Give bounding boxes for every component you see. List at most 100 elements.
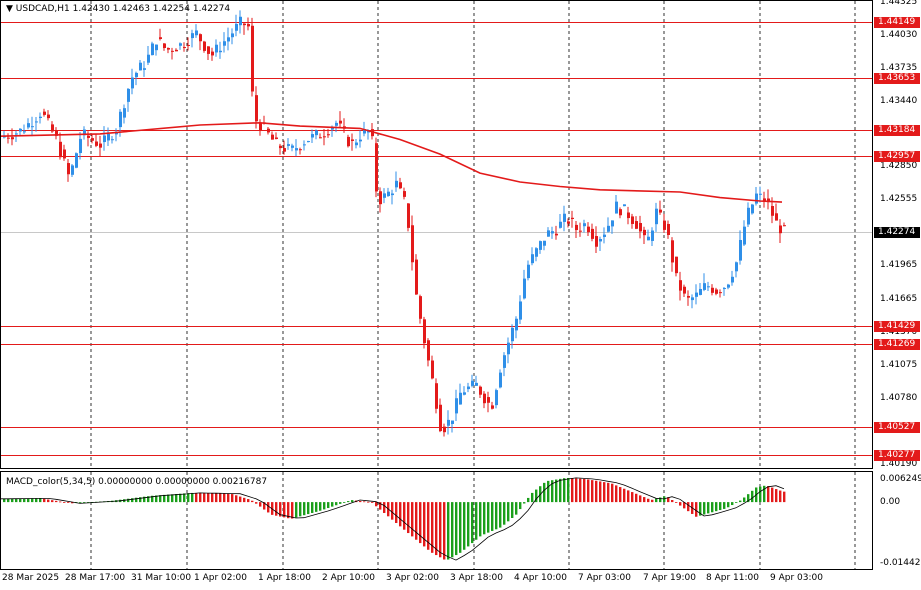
candle-body — [451, 420, 454, 424]
chart-title: ▼ USDCAD,H1 1.42430 1.42463 1.42254 1.42… — [6, 4, 230, 15]
candle-body — [427, 340, 430, 361]
candle-body — [491, 405, 494, 409]
candle-body — [555, 233, 558, 236]
candle-body — [87, 135, 90, 138]
macd-bar — [571, 478, 574, 503]
time-tick-label: 1 Apr 18:00 — [258, 573, 311, 583]
candle-body — [663, 220, 666, 230]
candle-body — [351, 139, 354, 142]
macd-title: MACD_color(5,34,5) 0.00000000 0.00000000… — [6, 477, 268, 487]
macd-bar — [767, 486, 770, 503]
candle-body — [75, 153, 78, 168]
macd-bar — [223, 493, 226, 503]
macd-bar — [419, 502, 422, 544]
macd-bar — [555, 479, 558, 503]
macd-bar — [579, 478, 582, 503]
macd-bar — [547, 480, 550, 503]
macd-bar — [331, 502, 334, 507]
candle-body — [743, 226, 746, 245]
candle-body — [123, 108, 126, 118]
level-price-tag[interactable]: 1.40277 — [874, 449, 920, 461]
macd-bar — [195, 493, 198, 503]
candle-body — [635, 221, 638, 229]
candle-body — [395, 180, 398, 188]
candle-body — [519, 301, 522, 320]
macd-bar — [775, 489, 778, 503]
candle-body — [279, 145, 282, 149]
candle-body — [11, 137, 14, 140]
macd-bar — [135, 497, 138, 503]
price-tick-label: 1.42850 — [880, 161, 918, 172]
candle-body — [91, 138, 94, 141]
level-price-tag[interactable]: 1.41269 — [874, 339, 920, 351]
candle-body — [323, 136, 326, 138]
macd-bar — [407, 502, 410, 534]
macd-bar — [543, 482, 546, 503]
candle-body — [651, 230, 654, 241]
macd-bar — [507, 502, 510, 522]
candle-body — [239, 16, 242, 26]
level-price-tag[interactable]: 1.40527 — [874, 421, 920, 433]
candle-body — [499, 372, 502, 388]
candle-body — [43, 111, 46, 115]
level-price-tag[interactable]: 1.41429 — [874, 321, 920, 333]
candle-body — [487, 397, 490, 403]
candle-body — [315, 130, 318, 136]
time-tick-label: 3 Apr 18:00 — [450, 573, 503, 583]
candle-body — [623, 204, 626, 207]
macd-bar — [147, 496, 150, 503]
candle-body — [71, 165, 74, 175]
macd-bar — [627, 490, 630, 503]
candle-body — [95, 141, 98, 146]
price-tick-label: 1.44030 — [880, 29, 918, 40]
candle-body — [759, 193, 762, 195]
candle-body — [435, 383, 438, 409]
time-tick-label: 7 Apr 19:00 — [643, 573, 696, 583]
macd-bar — [515, 502, 518, 515]
macd-bar — [363, 501, 366, 503]
macd-bar — [283, 502, 286, 518]
candle-body — [51, 124, 54, 132]
level-price-tag[interactable]: 1.42957 — [874, 150, 920, 162]
dropdown-arrow-icon[interactable]: ▼ — [6, 4, 13, 14]
macd-bar — [551, 480, 554, 503]
horizontal-levels[interactable] — [0, 22, 872, 456]
candle-body — [387, 191, 390, 197]
level-price-tag[interactable]: 1.43184 — [874, 125, 920, 137]
macd-bar — [279, 502, 282, 517]
macd-bar — [567, 477, 570, 503]
macd-bar — [47, 499, 50, 503]
candle-body — [619, 209, 622, 216]
candle-body — [3, 136, 6, 138]
candle-body — [479, 386, 482, 395]
macd-bar — [531, 492, 534, 503]
candle-body — [379, 191, 382, 205]
candle-body — [267, 128, 270, 133]
macd-bar — [259, 502, 262, 507]
candle-body — [739, 239, 742, 261]
grid-lines — [90, 1, 856, 569]
time-tick-label: 2 Apr 10:00 — [322, 573, 375, 583]
macd-bar — [183, 493, 186, 503]
candle-body — [655, 208, 658, 225]
macd-bar — [459, 502, 462, 553]
macd-bar — [71, 502, 74, 504]
macd-bar — [487, 502, 490, 533]
candle-body — [415, 259, 418, 295]
level-price-tag[interactable]: 1.44149 — [874, 17, 920, 29]
candle-body — [223, 41, 226, 46]
level-price-tag[interactable]: 1.43653 — [874, 72, 920, 84]
candle-body — [583, 223, 586, 227]
macd-bar — [307, 502, 310, 515]
candle-body — [155, 44, 158, 51]
candle-body — [631, 216, 634, 224]
candle-body — [295, 148, 298, 151]
candle-body — [671, 240, 674, 263]
macd-bar — [615, 485, 618, 503]
macd-bar — [143, 496, 146, 503]
macd-bar — [751, 490, 754, 503]
candle-body — [647, 236, 650, 241]
macd-bar — [719, 502, 722, 511]
macd-signal-line — [0, 477, 785, 561]
